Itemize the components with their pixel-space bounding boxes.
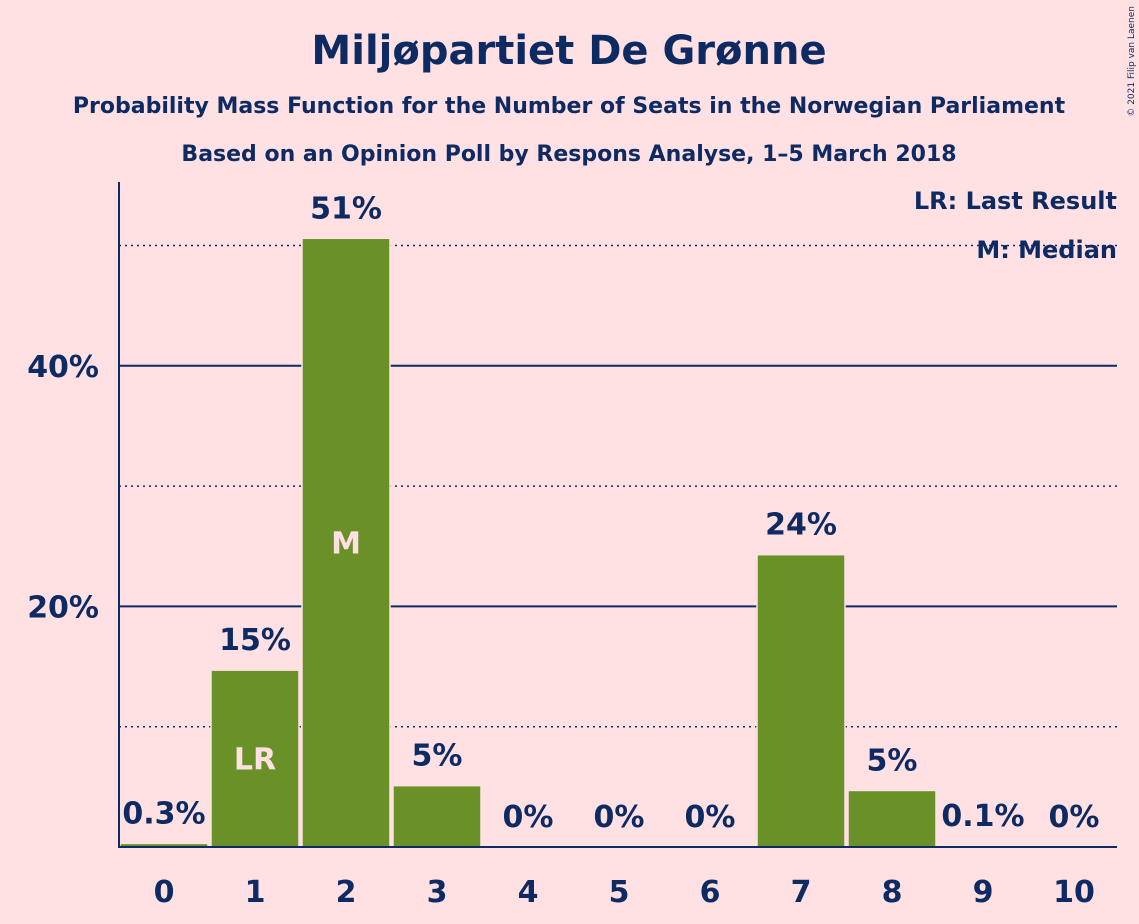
data-label-seats-6: 0% [685, 800, 736, 835]
legend-median: M: Median [976, 236, 1117, 264]
data-label-seats-2: 51% [310, 191, 382, 226]
data-label-seats-8: 5% [867, 743, 918, 778]
x-tick-label-10: 10 [1053, 875, 1095, 910]
x-tick-label-4: 4 [518, 875, 539, 910]
x-tick-label-1: 1 [245, 875, 266, 910]
axes: 20% 40% 0 1 2 3 4 5 6 7 8 9 10 [27, 182, 1117, 910]
data-label-seats-7: 24% [765, 508, 837, 543]
y-tick-label: 40% [27, 350, 99, 385]
chart-title: Miljøpartiet De Grønne [311, 28, 826, 74]
bar-marker-lr: LR [234, 743, 276, 778]
bar-seats-8 [847, 789, 937, 848]
x-tick-label-0: 0 [154, 875, 175, 910]
bar-seats-2 [301, 237, 391, 848]
data-label-seats-10: 0% [1049, 800, 1100, 835]
data-label-seats-4: 0% [503, 800, 554, 835]
data-label-seats-0: 0.3% [122, 796, 205, 831]
bars [119, 237, 1028, 848]
chart-subtitle: Probability Mass Function for the Number… [73, 94, 1066, 119]
data-label-seats-9: 0.1% [941, 799, 1024, 834]
x-tick-label-8: 8 [882, 875, 903, 910]
y-tick-label: 20% [27, 590, 99, 625]
x-tick-label-5: 5 [609, 875, 630, 910]
copyright-notice: © 2021 Filip van Laenen [1127, 6, 1137, 117]
x-tick-label-9: 9 [973, 875, 994, 910]
gridlines [119, 244, 1117, 728]
x-tick-label-2: 2 [336, 875, 357, 910]
bar-seats-1 [210, 669, 300, 848]
bar-seats-7 [756, 553, 846, 848]
data-labels: 0.3% 15% 51% 5% 0% 0% 0% 24% 5% 0.1% 0% LR M [122, 191, 1099, 835]
data-label-seats-3: 5% [412, 739, 463, 774]
data-label-seats-5: 0% [594, 800, 645, 835]
data-label-seats-1: 15% [219, 623, 291, 658]
x-tick-label-6: 6 [700, 875, 721, 910]
bar-seats-3 [392, 784, 482, 848]
chart-subtitle-poll: Based on an Opinion Poll by Respons Anal… [181, 142, 956, 167]
legend-last-result: LR: Last Result [914, 187, 1117, 215]
x-tick-label-3: 3 [427, 875, 448, 910]
x-tick-label-7: 7 [791, 875, 812, 910]
bar-marker-m: M [331, 527, 361, 562]
